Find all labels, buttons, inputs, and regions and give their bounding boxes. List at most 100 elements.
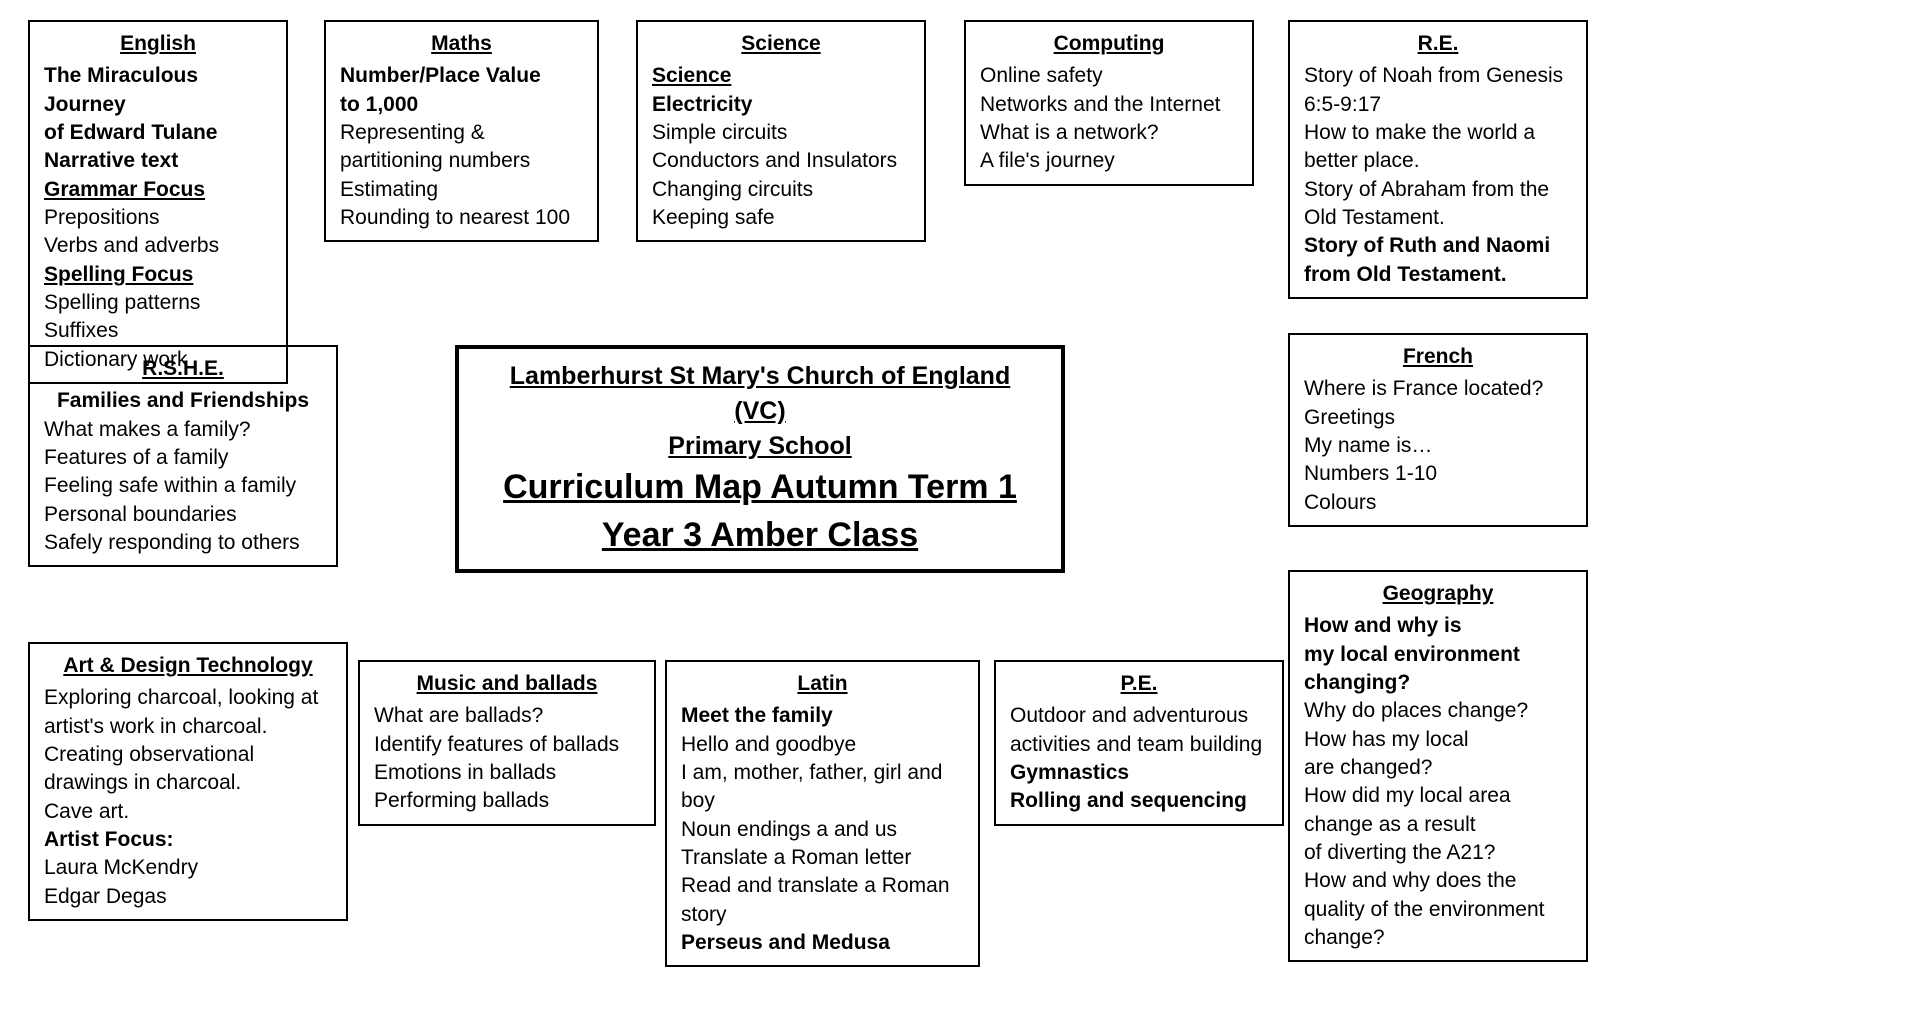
geo-l7: How did my local area — [1304, 782, 1572, 810]
science-l5: Changing circuits — [652, 176, 910, 204]
computing-title: Computing — [980, 30, 1238, 58]
pe-l1: Outdoor and adventurous — [1010, 702, 1268, 730]
re-l6: Old Testament. — [1304, 204, 1572, 232]
rshe-l5: Personal boundaries — [44, 501, 322, 529]
rshe-box: R.S.H.E. Families and Friendships What m… — [28, 345, 338, 567]
english-l7: Spelling Focus — [44, 261, 272, 289]
re-l4: better place. — [1304, 147, 1572, 175]
re-l1: Story of Noah from Genesis — [1304, 62, 1572, 90]
french-l2: Greetings — [1304, 404, 1572, 432]
geo-l1: How and why is — [1304, 612, 1572, 640]
geo-l4: Why do places change? — [1304, 697, 1572, 725]
science-l4: Conductors and Insulators — [652, 147, 910, 175]
geo-l6: are changed? — [1304, 754, 1572, 782]
science-l6: Keeping safe — [652, 204, 910, 232]
art-l3: Creating observational — [44, 741, 332, 769]
re-l5: Story of Abraham from the — [1304, 176, 1572, 204]
school-name-1: Lamberhurst St Mary's Church of England … — [487, 359, 1033, 429]
art-l8: Edgar Degas — [44, 883, 332, 911]
re-l3: How to make the world a — [1304, 119, 1572, 147]
maths-l4: partitioning numbers — [340, 147, 583, 175]
geo-l2: my local environment — [1304, 641, 1572, 669]
latin-l9: Perseus and Medusa — [681, 929, 964, 957]
rshe-l2: What makes a family? — [44, 416, 322, 444]
french-title: French — [1304, 343, 1572, 371]
class-title: Year 3 Amber Class — [487, 512, 1033, 560]
doc-title: Curriculum Map Autumn Term 1 — [487, 464, 1033, 512]
science-l1: Science — [652, 62, 910, 90]
french-l3: My name is… — [1304, 432, 1572, 460]
french-box: French Where is France located? Greeting… — [1288, 333, 1588, 527]
rshe-l1: Families and Friendships — [44, 387, 322, 415]
pe-box: P.E. Outdoor and adventurous activities … — [994, 660, 1284, 826]
music-box: Music and ballads What are ballads? Iden… — [358, 660, 656, 826]
pe-l3: Gymnastics — [1010, 759, 1268, 787]
science-title: Science — [652, 30, 910, 58]
english-box: English The Miraculous Journey of Edward… — [28, 20, 288, 384]
art-l6: Artist Focus: — [44, 826, 332, 854]
computing-l4: A file's journey — [980, 147, 1238, 175]
geography-box: Geography How and why is my local enviro… — [1288, 570, 1588, 962]
english-l2: of Edward Tulane — [44, 119, 272, 147]
latin-l3: I am, mother, father, girl and — [681, 759, 964, 787]
music-l1: What are ballads? — [374, 702, 640, 730]
geography-title: Geography — [1304, 580, 1572, 608]
pe-l4: Rolling and sequencing — [1010, 787, 1268, 815]
art-l5: Cave art. — [44, 798, 332, 826]
title-box: Lamberhurst St Mary's Church of England … — [455, 345, 1065, 573]
english-l8: Spelling patterns — [44, 289, 272, 317]
french-l5: Colours — [1304, 489, 1572, 517]
english-l1: The Miraculous Journey — [44, 62, 272, 119]
geo-l8: change as a result — [1304, 811, 1572, 839]
rshe-l4: Feeling safe within a family — [44, 472, 322, 500]
latin-l6: Translate a Roman letter — [681, 844, 964, 872]
art-l4: drawings in charcoal. — [44, 769, 332, 797]
english-l3: Narrative text — [44, 147, 272, 175]
latin-l7: Read and translate a Roman — [681, 872, 964, 900]
pe-l2: activities and team building — [1010, 731, 1268, 759]
science-box: Science Science Electricity Simple circu… — [636, 20, 926, 242]
geo-l12: change? — [1304, 924, 1572, 952]
maths-title: Maths — [340, 30, 583, 58]
computing-l1: Online safety — [980, 62, 1238, 90]
re-title: R.E. — [1304, 30, 1572, 58]
re-l8: from Old Testament. — [1304, 261, 1572, 289]
maths-l2: to 1,000 — [340, 91, 583, 119]
computing-l3: What is a network? — [980, 119, 1238, 147]
pe-title: P.E. — [1010, 670, 1268, 698]
maths-box: Maths Number/Place Value to 1,000 Repres… — [324, 20, 599, 242]
geo-l9: of diverting the A21? — [1304, 839, 1572, 867]
rshe-l6: Safely responding to others — [44, 529, 322, 557]
art-l1: Exploring charcoal, looking at — [44, 684, 332, 712]
maths-l6: Rounding to nearest 100 — [340, 204, 583, 232]
music-title: Music and ballads — [374, 670, 640, 698]
english-title: English — [44, 30, 272, 58]
latin-l1: Meet the family — [681, 702, 964, 730]
geo-l11: quality of the environment — [1304, 896, 1572, 924]
music-l3: Emotions in ballads — [374, 759, 640, 787]
latin-l4: boy — [681, 787, 964, 815]
art-box: Art & Design Technology Exploring charco… — [28, 642, 348, 921]
music-l2: Identify features of ballads — [374, 731, 640, 759]
latin-title: Latin — [681, 670, 964, 698]
maths-l1: Number/Place Value — [340, 62, 583, 90]
art-l2: artist's work in charcoal. — [44, 713, 332, 741]
geo-l5: How has my local — [1304, 726, 1572, 754]
maths-l5: Estimating — [340, 176, 583, 204]
re-box: R.E. Story of Noah from Genesis 6:5-9:17… — [1288, 20, 1588, 299]
science-l3: Simple circuits — [652, 119, 910, 147]
music-l4: Performing ballads — [374, 787, 640, 815]
latin-l5: Noun endings a and us — [681, 816, 964, 844]
art-l7: Laura McKendry — [44, 854, 332, 882]
rshe-l3: Features of a family — [44, 444, 322, 472]
latin-box: Latin Meet the family Hello and goodbye … — [665, 660, 980, 967]
french-l1: Where is France located? — [1304, 375, 1572, 403]
re-l7: Story of Ruth and Naomi — [1304, 232, 1572, 260]
re-l2: 6:5-9:17 — [1304, 91, 1572, 119]
rshe-title: R.S.H.E. — [44, 355, 322, 383]
english-l9: Suffixes — [44, 317, 272, 345]
latin-l2: Hello and goodbye — [681, 731, 964, 759]
computing-box: Computing Online safety Networks and the… — [964, 20, 1254, 186]
french-l4: Numbers 1-10 — [1304, 460, 1572, 488]
geo-l10: How and why does the — [1304, 867, 1572, 895]
